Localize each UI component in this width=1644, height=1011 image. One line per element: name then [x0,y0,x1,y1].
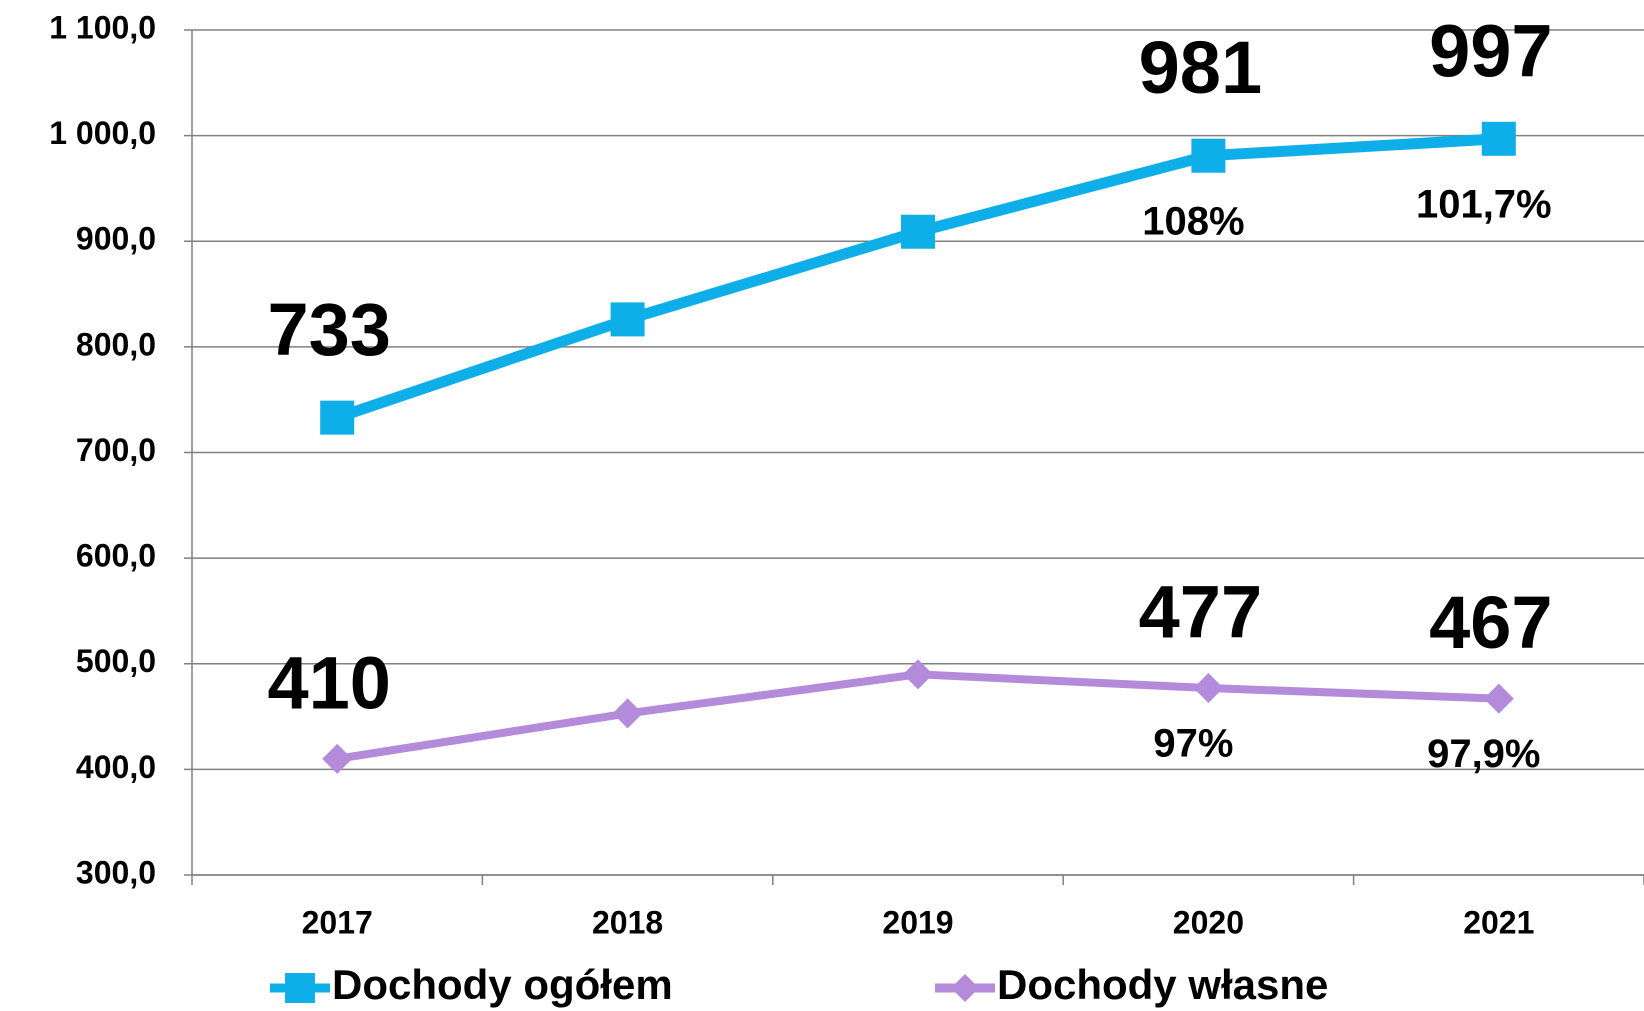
data-point [903,659,933,690]
legend-marker [285,973,315,1003]
annotation: 97,9% [1427,732,1540,776]
y-tick-label: 800,0 [76,326,156,362]
y-tick-label: 400,0 [76,749,156,785]
data-label: 997 [1429,9,1552,92]
y-tick-label: 700,0 [76,432,156,468]
data-label: 477 [1139,571,1262,654]
x-tick-label: 2017 [302,904,373,940]
data-point [610,302,645,337]
data-point [1483,683,1514,714]
x-tick-label: 2018 [592,904,663,940]
annotation: 97% [1153,722,1233,766]
legend-marker [951,974,979,1002]
y-tick-label: 600,0 [76,538,156,574]
series-line [335,133,1500,423]
data-label: 733 [267,288,390,371]
x-tick-label: 2020 [1173,904,1244,940]
legend-label: Dochody własne [997,961,1328,1008]
y-tick-label: 900,0 [76,221,156,257]
data-point [320,400,355,435]
data-label: 410 [267,641,390,724]
annotation: 101,7% [1416,182,1552,226]
y-tick-label: 1 000,0 [49,115,156,151]
data-label: 981 [1139,26,1262,109]
y-tick-label: 500,0 [76,643,156,679]
data-point [1481,121,1516,156]
y-tick-label: 300,0 [76,854,156,890]
data-point [1193,673,1224,704]
data-point [901,214,935,249]
annotation: 108% [1142,199,1244,243]
legend-label: Dochody ogółem [332,961,673,1008]
x-tick-label: 2021 [1463,904,1534,940]
data-point [1191,138,1226,173]
data-label: 467 [1429,581,1552,664]
y-tick-label: 1 100,0 [49,9,156,45]
data-point [612,698,643,729]
data-point [322,743,353,774]
x-tick-label: 2019 [882,904,953,940]
